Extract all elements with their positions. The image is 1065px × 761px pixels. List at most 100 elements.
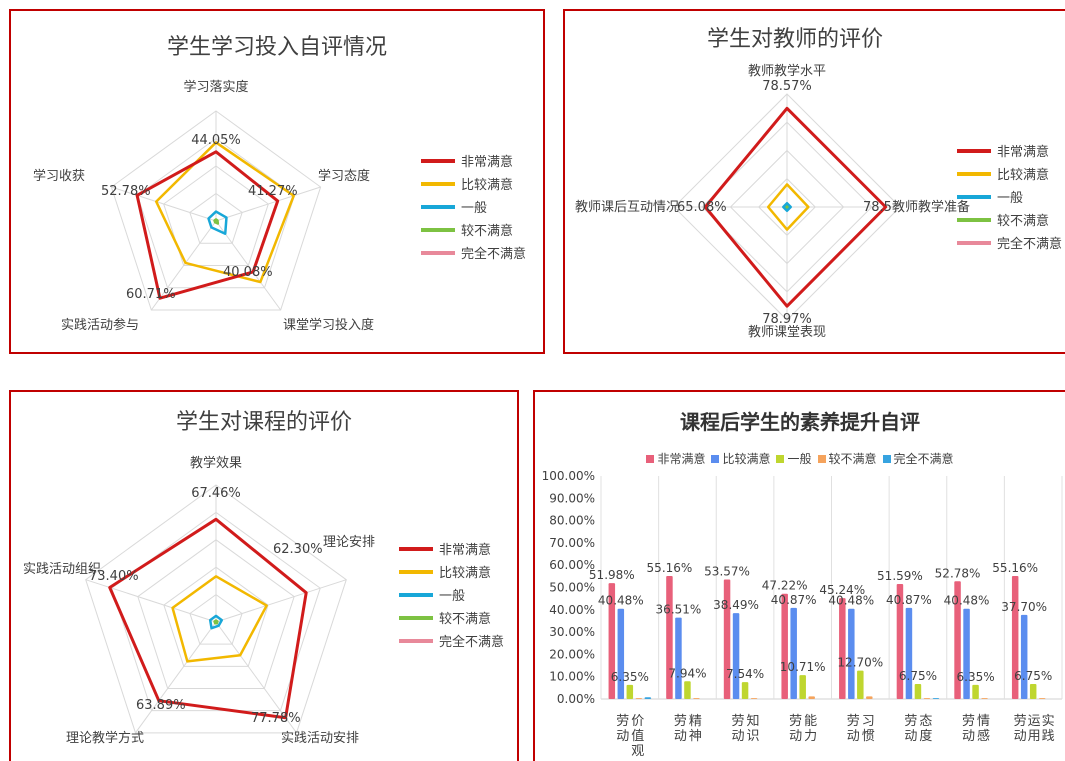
bar [635,698,643,699]
data-label: 10.71% [780,660,826,674]
x-tick-label: 动 [962,729,975,744]
data-label: 73.40% [89,569,139,584]
legend-label: 一般 [461,201,488,216]
bar [808,696,815,699]
x-tick-label: 劳 [674,713,687,729]
bar [790,607,797,699]
grid-spoke [111,186,217,222]
y-tick-label: 40.00% [549,603,595,617]
y-tick-label: 100.00% [542,469,595,483]
series-line-2 [171,575,268,663]
data-label: 62.30% [273,542,323,557]
series-line-2 [154,141,295,284]
series-line-1 [135,150,280,300]
bar [684,681,691,699]
legend-swatch [421,250,455,255]
data-label: 78.5 [863,200,892,215]
legend-label: 完全不满意 [439,635,505,650]
axis-label: 教师课后互动情况 [575,199,679,215]
x-tick-label: 动 [732,729,745,744]
legend-label: 非常满意 [997,145,1050,160]
legend-label: 一般 [787,452,812,466]
data-label: 7.54% [726,667,764,681]
legend-item: 完全不满意 [882,450,954,467]
bar [954,581,961,699]
legend: 非常满意 比较满意 一般 较不满意 完全不满意 [421,149,526,264]
legend-swatch [882,454,891,463]
bar [617,608,625,699]
grid-spoke [215,186,321,222]
bar [799,675,806,699]
grid-spoke [135,621,217,734]
x-tick-label: 劳 [616,713,629,729]
x-tick-label: 劳 [904,713,917,729]
legend-swatch [957,194,991,199]
x-tick-label: 践 [1042,729,1055,744]
data-label: 52.78% [101,184,151,199]
axis-label: 教师课堂表现 [748,324,826,340]
bar [972,684,979,699]
chart-title: 学生学习投入自评情况 [166,35,387,60]
data-label: 67.46% [191,486,241,501]
y-tick-label: 20.00% [549,647,595,661]
data-label: 44.05% [191,133,241,148]
legend-swatch [399,638,433,643]
x-tick-label: 劳 [1014,713,1027,729]
x-tick-label: 情 [977,714,990,729]
y-tick-label: 80.00% [549,514,595,528]
data-label: 40.48% [598,594,644,608]
axis-label: 实践活动安排 [281,731,359,746]
legend: 非常满意 比较满意 一般 较不满意 完全不满意 [399,537,504,652]
legend-label: 较不满意 [997,214,1050,229]
bar [905,607,913,699]
legend-item: 一般 [776,450,812,467]
x-tick-label: 能 [804,714,817,729]
series-line-3 [207,210,228,235]
x-tick-label: 劳 [789,713,802,729]
bar [857,670,864,699]
axis-label: 学习收获 [33,168,85,184]
legend-item: 比较满意 [957,162,1062,185]
series-line-4 [213,619,219,625]
legend-label: 比较满意 [997,168,1050,183]
legend-item: 比较满意 [711,450,770,467]
data-label: 37.70% [1001,600,1047,614]
x-tick-label: 劳 [962,713,975,729]
data-label: 12.70% [837,656,883,670]
x-tick-label: 动 [674,729,687,744]
grid-ring [189,192,243,244]
data-label: 40.48% [828,594,874,608]
legend-label: 比较满意 [722,452,771,466]
legend-label: 一般 [439,589,466,604]
x-tick-label: 动 [1014,729,1027,744]
legend-label: 较不满意 [461,224,514,239]
legend: 非常满意 比较满意 一般 较不满意 完全不满意 [957,139,1062,254]
bar [741,682,749,699]
legend-item: 完全不满意 [957,231,1062,254]
bar [848,608,855,699]
legend-label: 较不满意 [828,452,877,466]
legend-item: 非常满意 [399,537,504,560]
x-tick-label: 用 [1028,729,1041,744]
bar [693,698,700,699]
y-tick-label: 90.00% [549,491,595,505]
legend-swatch [957,240,991,245]
bar [839,598,846,699]
legend-item: 比较满意 [421,172,526,195]
data-label: 53.57% [704,565,750,579]
x-tick-label: 劳 [847,713,860,729]
legend-item: 较不满意 [421,218,526,241]
legend-swatch [399,569,433,574]
axis-label: 理论教学方式 [66,730,144,746]
axis-label: 实践活动参与 [61,317,139,333]
data-label: 40.87% [771,593,817,607]
legend: 非常满意 比较满意 一般 较不满意 完全不满意 [535,450,1065,467]
bar [666,575,673,699]
axis-label: 教学效果 [190,455,242,471]
legend-label: 非常满意 [657,452,706,466]
bar [866,696,873,699]
chart-title: 课程后学生的素养提升自评 [680,410,920,434]
legend-swatch [957,148,991,153]
radar-chart-course-evaluation: 学生对课程的评价 教学效果 理论安排 实践活动安排 理论教学方式 实践活动组织 67.46… [9,390,519,761]
